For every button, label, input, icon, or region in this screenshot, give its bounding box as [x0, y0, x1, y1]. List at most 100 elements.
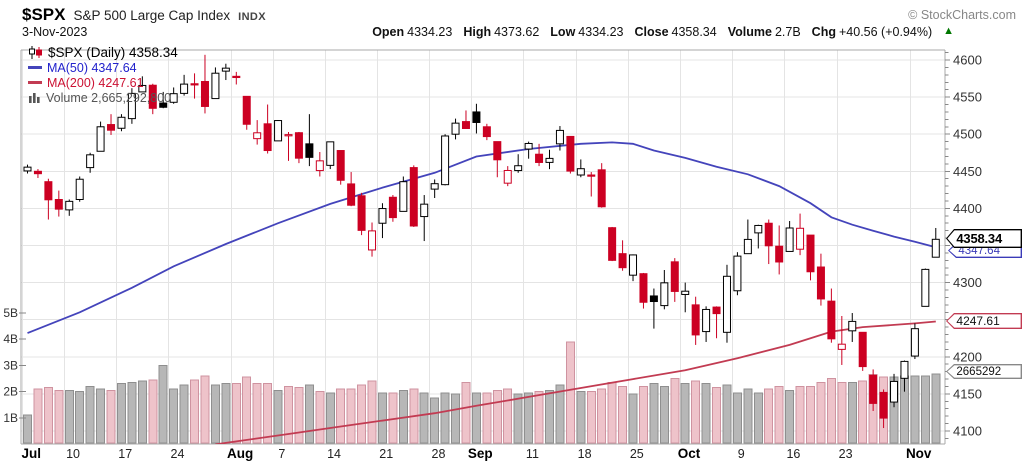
last-price-axis-callout: 4358.34 — [946, 229, 1022, 248]
ma200-line-swatch — [28, 81, 42, 84]
candle-body — [23, 166, 32, 172]
volume-bar — [482, 392, 492, 444]
candle-body — [785, 227, 794, 252]
plot-border — [20, 49, 946, 445]
price-axis-label: 4300 — [953, 275, 982, 290]
candle-body — [681, 290, 690, 295]
title-row: $SPX S&P 500 Large Cap Index INDX — [22, 5, 266, 25]
candle-body — [743, 238, 752, 255]
ohlc-quote: Open 4334.23 High 4373.62 Low 4334.23 Close… — [372, 25, 954, 39]
volume-bar — [33, 388, 43, 444]
volume-bar — [64, 389, 74, 444]
candle-body — [848, 320, 857, 332]
quote-change: Chg +40.56 (+0.94%) — [811, 25, 933, 39]
volume-bar — [231, 383, 241, 444]
volume-bar — [806, 385, 815, 444]
date-axis-label: Nov — [906, 446, 932, 461]
volume-bar — [273, 389, 283, 444]
volume-bar — [847, 381, 857, 444]
volume-bar — [638, 385, 648, 444]
volume-bar — [513, 393, 523, 444]
candle-body — [461, 121, 470, 129]
volume-bar — [659, 385, 669, 444]
date-axis-label: 16 — [786, 447, 800, 461]
quote-close: Close 4358.34 — [634, 25, 717, 39]
candle-body — [733, 255, 742, 292]
candle-body — [608, 227, 617, 261]
candle-body — [629, 254, 638, 276]
volume-bar — [586, 391, 596, 444]
volume-bar — [670, 378, 680, 444]
volume-bar — [503, 388, 513, 444]
candle-body — [806, 234, 815, 273]
volume-axis-label: 1B — [3, 411, 18, 425]
chart-date: 3-Nov-2023 — [22, 25, 88, 39]
candle-body — [44, 181, 53, 201]
candle-body — [221, 67, 230, 72]
quote-high: High 4373.62 — [463, 25, 540, 39]
candle-body — [65, 200, 74, 211]
date-axis-label: 24 — [171, 447, 185, 461]
volume-bar — [858, 380, 868, 444]
candle-body — [159, 102, 168, 108]
volume-bar — [576, 391, 586, 444]
volume-bar — [169, 388, 179, 444]
volume-axis: 1B 2B 3B 4B 5B — [3, 306, 26, 425]
volume-bar — [691, 380, 701, 444]
candle-body — [566, 135, 575, 172]
candle-body — [294, 132, 303, 159]
legend-ma50[interactable]: MA(50) 4347.64 — [47, 60, 137, 75]
candle-body — [96, 126, 105, 152]
candle-body — [242, 95, 251, 125]
volume-bar — [96, 388, 106, 444]
volume-bar — [210, 384, 220, 444]
volume-bar — [116, 383, 126, 444]
price-axis-label: 4100 — [953, 424, 982, 439]
volume-bar — [451, 393, 461, 444]
chart-legend: $SPX (Daily) 4358.34 MA(50) 4347.64 MA(2… — [28, 45, 178, 105]
candle-body — [649, 295, 658, 303]
legend-symbol[interactable]: $SPX (Daily) 4358.34 — [48, 45, 178, 60]
volume-bar — [618, 385, 628, 444]
volume-bar — [137, 380, 147, 444]
moving-averages — [27, 141, 937, 444]
candle-body — [816, 266, 825, 300]
volume-bar — [190, 379, 200, 444]
candles — [23, 54, 940, 429]
price-axis-label: 4600 — [953, 53, 982, 68]
legend-volume[interactable]: Volume 2,665,292,800 — [46, 90, 172, 105]
quote-low: Low 4334.23 — [550, 25, 624, 39]
ma200-line — [215, 320, 936, 444]
legend-ma200[interactable]: MA(200) 4247.61 — [47, 75, 144, 90]
volume-bar — [837, 381, 847, 444]
candle-body — [409, 167, 418, 227]
candle-body — [879, 391, 888, 419]
date-axis-label: 23 — [839, 447, 853, 461]
volume-bar — [910, 375, 920, 444]
date-axis-label: 7 — [278, 447, 285, 461]
symbol: $SPX — [22, 5, 66, 24]
candle-body — [284, 134, 293, 137]
volume-bar — [75, 391, 85, 444]
candle-body — [336, 150, 345, 181]
candle-body — [691, 304, 700, 336]
candle-body — [347, 183, 356, 206]
candle-body — [910, 328, 919, 357]
stockcharts-copyright[interactable]: © StockCharts.com — [908, 8, 1016, 22]
volume-bar — [242, 376, 252, 444]
candle-body — [535, 153, 544, 163]
candle-body — [931, 238, 940, 258]
candle-body — [180, 83, 189, 94]
date-axis-label: 25 — [630, 447, 644, 461]
date-axis-label: Jul — [22, 446, 42, 461]
index-name: S&P 500 Large Cap Index — [73, 8, 231, 23]
candle-body — [190, 83, 199, 86]
volume-bar — [252, 383, 262, 444]
volume-bar — [263, 383, 273, 444]
volume-bar — [795, 385, 805, 444]
volume-bar — [336, 388, 346, 444]
candle-body — [117, 116, 126, 129]
candle-body — [263, 123, 272, 152]
volume-bar — [649, 383, 659, 444]
